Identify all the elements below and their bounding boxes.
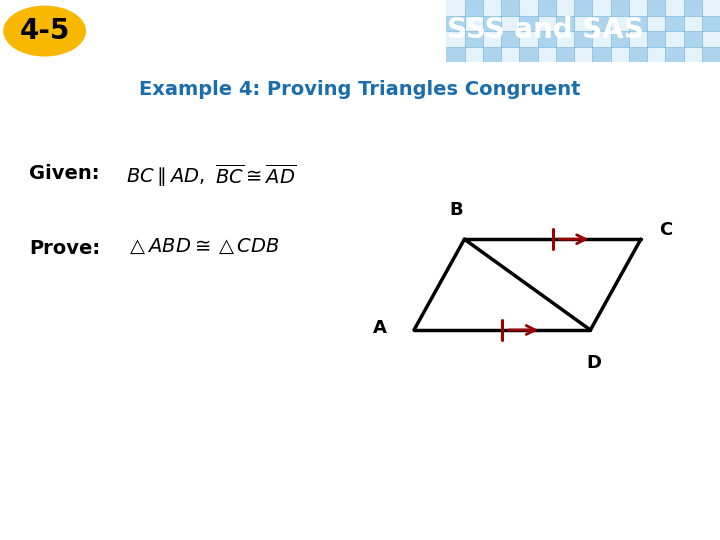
Text: Copyright © by Holt Mc Dougal.  All Rights Reserved.: Copyright © by Holt Mc Dougal. All Right…	[431, 517, 709, 528]
Text: Given:: Given:	[29, 164, 99, 183]
Bar	[611, 16, 629, 31]
Bar	[629, 46, 647, 62]
Bar	[556, 46, 574, 62]
Bar	[446, 31, 464, 46]
Bar	[647, 16, 665, 31]
Bar	[556, 0, 574, 16]
Text: D: D	[587, 354, 601, 373]
Bar	[647, 31, 665, 46]
Text: 4-5: 4-5	[19, 17, 70, 45]
Text: $\triangle ABD \cong \triangle CDB$: $\triangle ABD \cong \triangle CDB$	[126, 237, 279, 256]
Bar	[446, 16, 464, 31]
Bar	[683, 31, 702, 46]
Bar	[611, 31, 629, 46]
Bar	[574, 16, 593, 31]
Bar	[464, 31, 483, 46]
Bar	[519, 16, 538, 31]
Bar	[593, 31, 611, 46]
Bar	[538, 16, 556, 31]
Bar	[446, 46, 464, 62]
Bar	[702, 16, 720, 31]
Bar	[519, 46, 538, 62]
Bar	[665, 31, 683, 46]
Bar	[683, 16, 702, 31]
Bar	[483, 46, 501, 62]
Bar	[556, 31, 574, 46]
Bar	[665, 0, 683, 16]
Bar	[446, 0, 464, 16]
Bar	[556, 16, 574, 31]
Bar	[611, 46, 629, 62]
Bar	[464, 0, 483, 16]
Bar	[665, 16, 683, 31]
Bar	[464, 46, 483, 62]
Bar	[593, 46, 611, 62]
Bar	[629, 31, 647, 46]
Bar	[538, 0, 556, 16]
Bar	[683, 46, 702, 62]
Bar	[483, 16, 501, 31]
Bar	[538, 46, 556, 62]
Text: Prove:: Prove:	[29, 239, 100, 258]
Bar	[665, 46, 683, 62]
Bar	[647, 46, 665, 62]
Bar	[483, 0, 501, 16]
Text: Example 4: Proving Triangles Congruent: Example 4: Proving Triangles Congruent	[139, 80, 581, 99]
Bar	[501, 16, 519, 31]
Bar	[629, 16, 647, 31]
Bar	[683, 0, 702, 16]
Text: A: A	[373, 319, 387, 337]
Text: $BC \parallel AD,\ \overline{BC} \cong \overline{AD}$: $BC \parallel AD,\ \overline{BC} \cong \…	[126, 162, 297, 188]
Bar	[501, 0, 519, 16]
Bar	[611, 0, 629, 16]
Bar	[501, 46, 519, 62]
Bar	[702, 0, 720, 16]
Bar	[702, 46, 720, 62]
Bar	[538, 31, 556, 46]
Bar	[593, 16, 611, 31]
Bar	[574, 46, 593, 62]
Text: C: C	[659, 221, 672, 239]
Bar	[629, 0, 647, 16]
Bar	[501, 31, 519, 46]
Bar	[702, 31, 720, 46]
Bar	[519, 31, 538, 46]
Bar	[574, 31, 593, 46]
Bar	[647, 0, 665, 16]
Text: Triangle Congruence: SSS and SAS: Triangle Congruence: SSS and SAS	[104, 16, 644, 44]
Text: Holt McDougal Geometry: Holt McDougal Geometry	[11, 516, 168, 529]
Text: B: B	[449, 201, 462, 219]
Bar	[464, 16, 483, 31]
Bar	[483, 31, 501, 46]
Ellipse shape	[4, 5, 86, 57]
Bar	[593, 0, 611, 16]
Bar	[574, 0, 593, 16]
Bar	[519, 0, 538, 16]
